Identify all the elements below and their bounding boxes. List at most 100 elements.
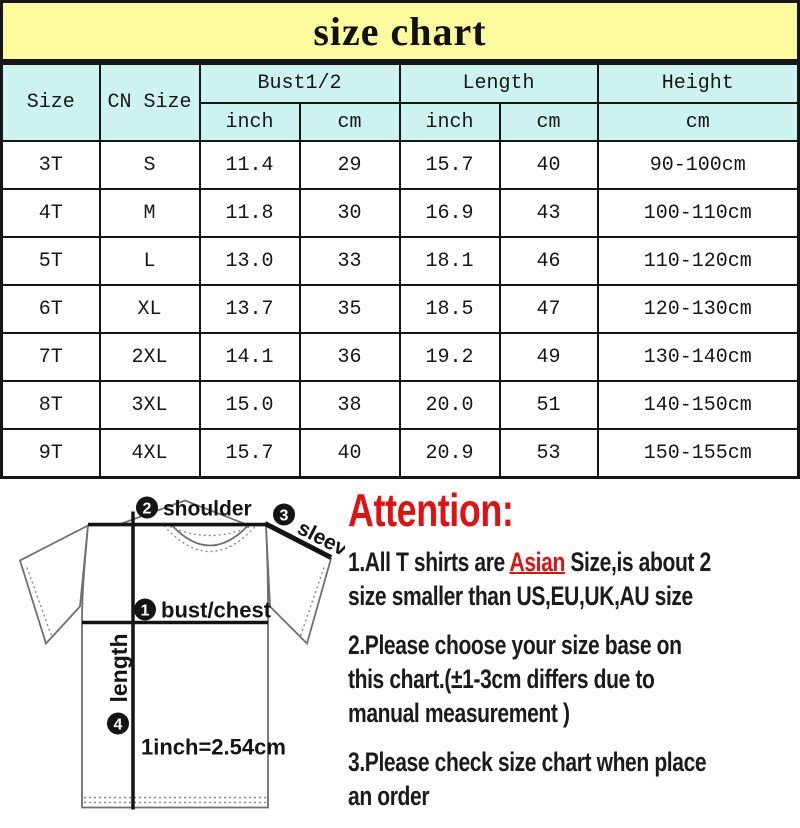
table-cell: 38	[298, 380, 401, 430]
circled-number-4-text: 4	[114, 717, 123, 734]
table-cell: 47	[498, 284, 599, 334]
collar-back-stitch	[169, 525, 251, 537]
table-cell: 29	[298, 140, 401, 190]
table-row: 7T 2XL 14.1 36 19.2 49 130-140cm	[0, 332, 800, 382]
table-cell: 15.7	[198, 428, 301, 479]
left-cuff-stitch	[26, 567, 53, 638]
table-header-row-2: inch cm inch cm cm	[2, 102, 800, 142]
torso	[81, 524, 269, 809]
note-1: 1.All T shirts are Asian Size,is about 2…	[348, 545, 800, 613]
table-row: 9T 4XL 15.7 40 20.9 53 150-155cm	[0, 428, 800, 479]
table-cell: S	[98, 140, 201, 190]
subheader-bust-cm: cm	[298, 102, 401, 142]
table-cell: 13.7	[198, 284, 301, 334]
left-sleeve	[18, 523, 90, 646]
table-cell: 51	[498, 380, 599, 430]
table-row: 5T L 13.0 33 18.1 46 110-120cm	[0, 236, 800, 286]
tshirt-measurement-diagram: 2 shoulder 3 sleeve 1 bust/chest length …	[18, 496, 345, 810]
table-cell: 5T	[0, 236, 101, 286]
circled-number-2-text: 2	[143, 501, 152, 518]
inch-conversion-note: 1inch=2.54cm	[141, 735, 286, 760]
table-cell: 30	[298, 188, 401, 238]
subheader-bust-inch: inch	[198, 102, 301, 142]
table-cell: 8T	[0, 380, 101, 430]
circled-number-1	[134, 598, 156, 621]
table-cell: 4T	[0, 188, 101, 238]
table-cell: 20.9	[398, 428, 501, 479]
circled-number-2	[136, 496, 158, 519]
table-row: 6T XL 13.7 35 18.5 47 120-130cm	[0, 284, 800, 334]
table-cell: 40	[298, 428, 401, 479]
right-cuff-stitch	[299, 567, 325, 638]
attention-content: Attention: 1.All T shirts are Asian Size…	[348, 487, 800, 813]
attention-section: Attention: 1.All T shirts are Asian Size…	[345, 479, 800, 828]
length-label: length	[106, 634, 132, 703]
table-cell: 120-130cm	[596, 284, 800, 334]
table-header-row-1: Size CN Size Bust1/2 Length Height	[0, 62, 800, 142]
table-cell: M	[98, 188, 201, 238]
table-cell: 18.1	[398, 236, 501, 286]
collar-front	[171, 524, 249, 547]
table-cell: 9T	[0, 428, 101, 479]
table-cell: 33	[298, 236, 401, 286]
table-cell: 35	[298, 284, 401, 334]
note-1-asian-highlight: Asian	[509, 547, 566, 577]
table-cell: L	[98, 236, 201, 286]
table-cell: 3T	[0, 140, 101, 190]
table-cell: 46	[498, 236, 599, 286]
table-cell: 110-120cm	[596, 236, 800, 286]
note-3: 3.Please check size chart when place an …	[348, 747, 707, 811]
table-cell: 20.0	[398, 380, 501, 430]
subheader-length-cm: cm	[498, 102, 599, 142]
table-cell: 53	[498, 428, 599, 479]
circled-number-3	[273, 503, 295, 526]
attention-heading: Attention:	[348, 484, 514, 536]
table-cell: 4XL	[98, 428, 201, 479]
column-header-size: Size	[0, 62, 101, 142]
column-header-length: Length	[398, 62, 599, 104]
table-cell: 19.2	[398, 332, 501, 382]
size-chart-title-bar: size chart	[0, 0, 800, 62]
table-cell: 15.7	[398, 140, 501, 190]
table-cell: 130-140cm	[596, 332, 800, 382]
note-2: 2.Please choose your size base on this c…	[348, 630, 682, 728]
table-cell: 11.8	[198, 188, 301, 238]
table-cell: 90-100cm	[596, 140, 800, 190]
subheader-height-cm: cm	[596, 102, 800, 142]
bust-chest-label: bust/chest	[161, 598, 272, 623]
table-cell: 2XL	[98, 332, 201, 382]
table-cell: 3XL	[98, 380, 201, 430]
table-cell: 140-150cm	[596, 380, 800, 430]
bottom-section: 2 shoulder 3 sleeve 1 bust/chest length …	[0, 479, 800, 828]
page-title: size chart	[313, 8, 487, 54]
circled-number-4	[107, 712, 129, 735]
subheader-length-inch: inch	[398, 102, 501, 142]
table-cell: 6T	[0, 284, 101, 334]
table-cell: 13.0	[198, 236, 301, 286]
size-table: Size CN Size Bust1/2 Length Height inch …	[0, 62, 800, 479]
table-cell: 11.4	[198, 140, 301, 190]
table-cell: XL	[98, 284, 201, 334]
circled-number-1-text: 1	[141, 603, 150, 620]
note-1-pre: 1.All T shirts are	[348, 547, 510, 577]
column-header-height: Height	[596, 62, 800, 104]
sleeve-measure-line	[263, 521, 333, 560]
column-header-cn-size: CN Size	[98, 62, 201, 142]
table-cell: 150-155cm	[596, 428, 800, 479]
note-1-post: Size,is about 2 size smaller than US,EU,…	[348, 547, 711, 611]
table-cell: 36	[298, 332, 401, 382]
table-cell: 100-110cm	[596, 188, 800, 238]
circled-number-3-text: 3	[280, 508, 289, 525]
table-cell: 49	[498, 332, 599, 382]
column-header-bust: Bust1/2	[198, 62, 401, 104]
table-row: 8T 3XL 15.0 38 20.0 51 140-150cm	[0, 380, 800, 430]
table-cell: 43	[498, 188, 599, 238]
table-cell: 7T	[0, 332, 101, 382]
table-row: 4T M 11.8 30 16.9 43 100-110cm	[0, 188, 800, 238]
table-cell: 14.1	[198, 332, 301, 382]
shoulder-label: shoulder	[163, 498, 252, 521]
table-cell: 40	[498, 140, 599, 190]
table-row: 3T S 11.4 29 15.7 40 90-100cm	[0, 140, 800, 190]
table-cell: 18.5	[398, 284, 501, 334]
table-cell: 16.9	[398, 188, 501, 238]
